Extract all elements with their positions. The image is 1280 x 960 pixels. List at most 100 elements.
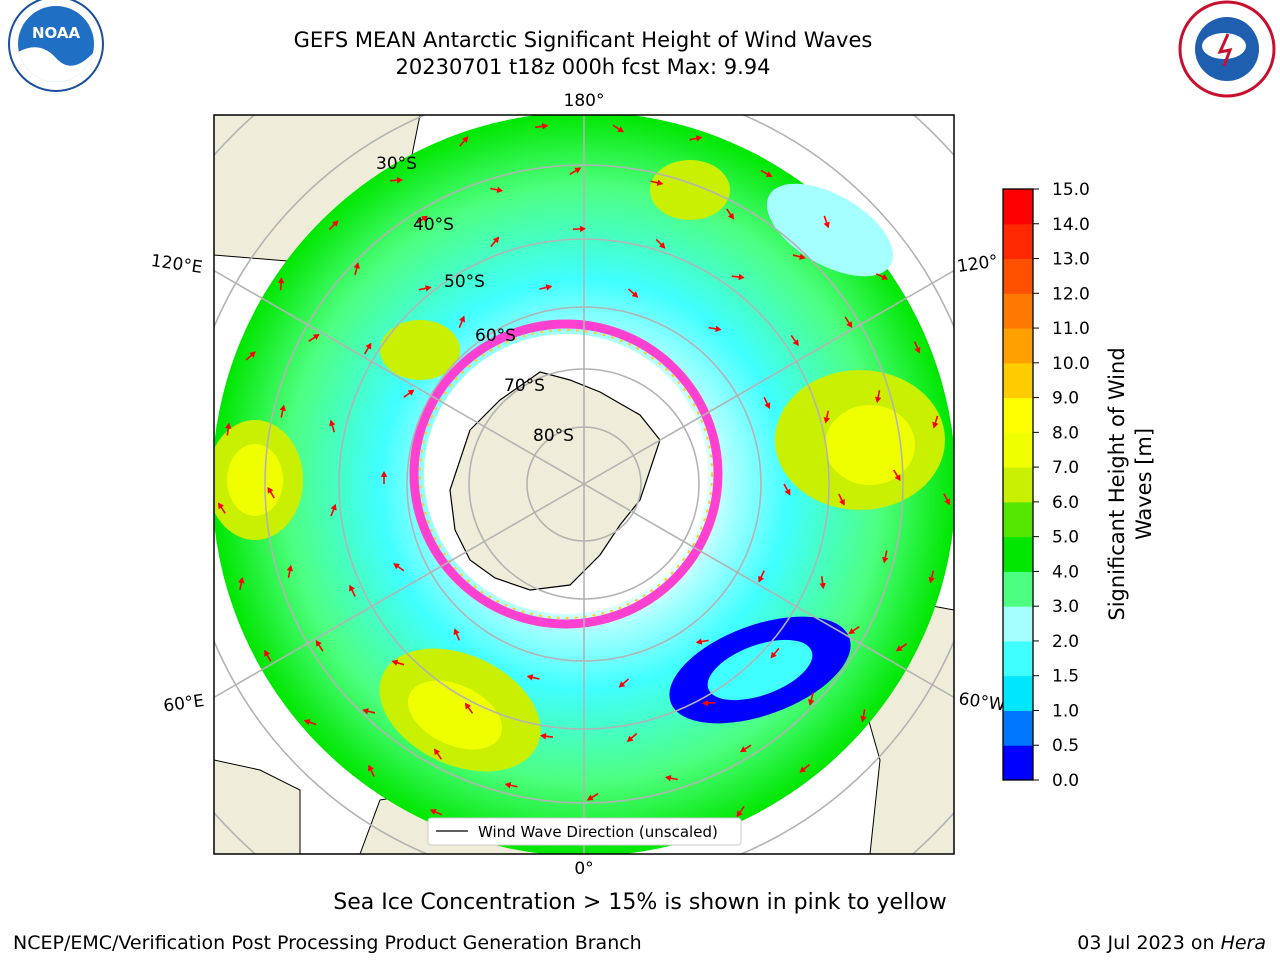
wave-arrow-head [914, 346, 921, 354]
colorbar-tick-label: 7.0 [1052, 458, 1079, 478]
wave-arrow-head [882, 556, 889, 564]
colorbar-tick-label: 3.0 [1052, 597, 1079, 617]
wave-arrow-head [504, 782, 512, 789]
colorbar-tick-label: 0.0 [1052, 771, 1079, 791]
wave-arrow-head [459, 315, 466, 323]
wave-arrow-head [429, 808, 437, 815]
wave-arrow-head [380, 470, 388, 477]
wave-arrow-head [765, 171, 773, 177]
wave-arrow-head [895, 645, 903, 652]
noaa-logo-text: NOAA [32, 24, 81, 42]
wave-arrow-head [312, 334, 320, 341]
lat-label-40s: 40°S [413, 215, 454, 235]
map-legend: Wind Wave Direction (unscaled) [427, 817, 742, 846]
colorbar-block [1003, 223, 1033, 260]
wave-arrow-head [421, 215, 428, 222]
wave-arrow-head [541, 123, 549, 130]
wave-arrow-head [944, 498, 950, 506]
wave-arrow-head [453, 628, 460, 636]
africa-land [214, 759, 301, 854]
colorbar-block [1003, 640, 1033, 677]
wave-arrow-head [218, 502, 224, 510]
wave-arrow-head [823, 417, 830, 424]
colorbar-tick-label: 14.0 [1052, 215, 1090, 235]
wave-arrow-head [819, 582, 826, 590]
lat-label-60s: 60°S [475, 326, 516, 346]
colorbar-tick-label: 0.5 [1052, 736, 1079, 756]
wave-arrow-head [839, 498, 845, 506]
colorbar-block [1003, 397, 1033, 433]
wave-arrow-head [277, 277, 285, 284]
colorbar-label-line2: Waves [m] [1132, 428, 1156, 540]
lat-label-70s: 70°S [504, 376, 545, 396]
wave-arrow-head [579, 225, 586, 233]
wave-arrow-head [808, 699, 815, 706]
wave-arrow-head [264, 649, 271, 657]
wave-arrow-head [758, 575, 765, 583]
wave-arrow-head [434, 748, 441, 756]
wave-arrow-head [492, 236, 500, 244]
colorbar-tick-label: 10.0 [1052, 354, 1090, 374]
page-title: GEFS MEAN Antarctic Significant Height o… [293, 28, 873, 52]
wave-arrow-head [656, 179, 664, 186]
wave-arrow-head [658, 242, 666, 249]
wave-arrow-head [461, 136, 469, 143]
footer-credit: NCEP/EMC/Verification Post Processing Pr… [13, 932, 642, 954]
wave-arrow-head [792, 339, 799, 347]
wave-arrow-head [329, 419, 336, 427]
wave-arrow-head [365, 342, 372, 350]
wave-arrow-head [736, 810, 743, 818]
colorbar-tick-label: 4.0 [1052, 562, 1079, 582]
graticule [214, 115, 954, 854]
wave-arrow-head [932, 421, 939, 429]
wave-arrow-head [928, 576, 935, 584]
colorbar-block [1003, 258, 1033, 294]
noaa-logo: NOAA [8, 0, 104, 92]
wave-arrow-head [860, 715, 867, 723]
colorbar-block [1003, 432, 1033, 468]
wave-arrow-head [279, 404, 286, 412]
wave-arrow-head [799, 766, 807, 773]
colorbar-tick-label: 15.0 [1052, 180, 1090, 200]
map-panel: 30°S 40°S 50°S 60°S 70°S 80°S Wind Wave … [214, 115, 954, 854]
wave-arrow-head [540, 733, 547, 740]
wave-arrow-head [740, 746, 747, 753]
wave-arrow-head [330, 503, 337, 511]
wave-arrow-head [574, 167, 582, 174]
colorbar-block [1003, 293, 1033, 329]
lon-label-180: 180° [564, 91, 605, 111]
legend-label: Wind Wave Direction (unscaled) [478, 823, 718, 841]
wave-arrow-head [362, 708, 369, 715]
wave-arrow-head [664, 774, 672, 782]
wave-arrow-head [846, 321, 853, 328]
wave-arrow-head [894, 474, 901, 482]
wave-arrow-head [799, 253, 806, 260]
wave-arrow-head [286, 564, 294, 572]
wave-arrow-head [238, 577, 245, 584]
wave-arrow-head [368, 764, 374, 772]
footer-date-text: 03 Jul 2023 on [1077, 932, 1215, 954]
wave-arrow-head [631, 291, 639, 298]
colorbar-block [1003, 362, 1033, 399]
wave-arrow-head [267, 486, 274, 494]
wave-arrow-head [848, 627, 856, 634]
wave-arrow-head [701, 699, 708, 707]
wave-arrow-head [626, 735, 634, 742]
wave-arrow-head [695, 638, 703, 645]
wave-arrow-head [764, 402, 771, 409]
wave-arrow-head [770, 651, 777, 659]
wave-arrow-head [315, 640, 322, 647]
wave-arrow-head [396, 177, 404, 184]
colorbar-label-line1: Significant Height of Wind [1105, 347, 1129, 620]
colorbar-tick-label: 11.0 [1052, 319, 1090, 339]
colorbar-block [1003, 328, 1033, 364]
wave-arrow-head [618, 681, 626, 688]
colorbar-block [1003, 710, 1033, 746]
wave-arrow-head [823, 221, 830, 229]
colorbar-block [1003, 745, 1033, 781]
colorbar-tick-label: 6.0 [1052, 493, 1079, 513]
wave-arrow-head [738, 273, 745, 281]
wave-arrow-head [874, 396, 882, 404]
